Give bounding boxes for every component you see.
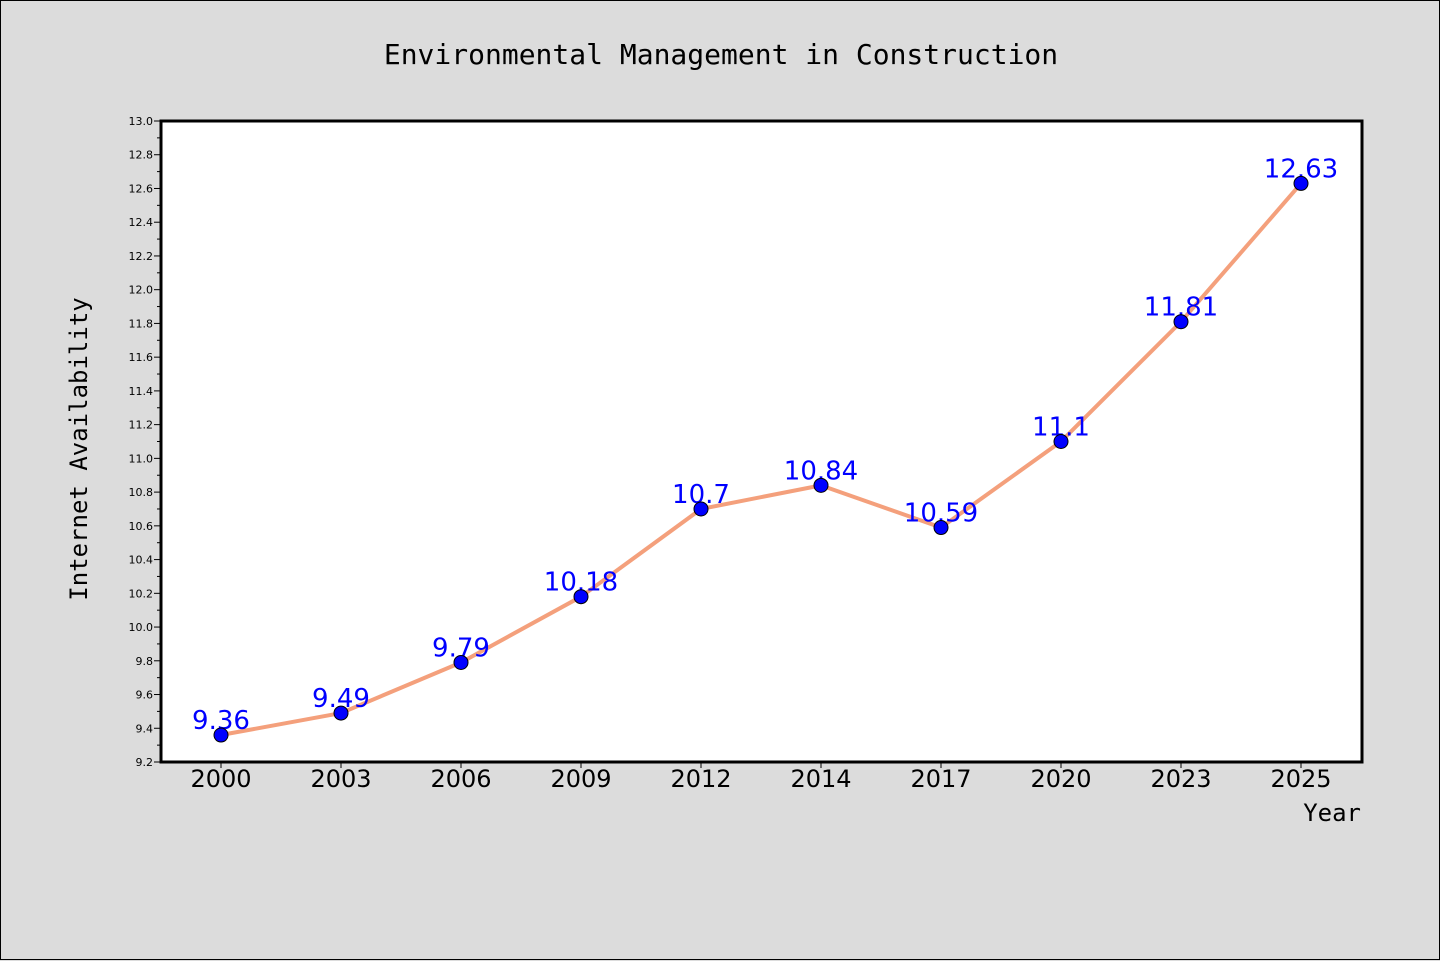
x-tick-label: 2020 <box>1030 765 1091 793</box>
data-point <box>333 705 349 721</box>
y-tick-label: 9.4 <box>136 722 154 735</box>
data-point <box>933 520 949 536</box>
data-point <box>1293 175 1309 191</box>
x-tick-label: 2012 <box>670 765 731 793</box>
x-tick-label: 2003 <box>310 765 371 793</box>
data-point <box>453 654 469 670</box>
y-tick-label: 10.4 <box>129 554 154 567</box>
x-tick-label: 2014 <box>790 765 851 793</box>
y-tick-label: 13.0 <box>129 115 154 128</box>
y-tick-label: 12.8 <box>129 149 154 162</box>
y-axis-label: Internet Availability <box>65 297 93 600</box>
y-tick-label: 12.6 <box>129 182 154 195</box>
data-point <box>1173 314 1189 330</box>
data-point <box>813 477 829 493</box>
y-tick-label: 9.2 <box>136 756 154 769</box>
x-tick-label: 2023 <box>1150 765 1211 793</box>
y-tick-label: 10.8 <box>129 486 154 499</box>
y-tick-label: 11.8 <box>129 317 154 330</box>
y-tick-label: 11.4 <box>129 385 154 398</box>
y-tick-label: 12.2 <box>129 250 154 263</box>
y-tick-label: 9.8 <box>136 655 154 668</box>
x-tick-label: 2000 <box>190 765 251 793</box>
data-point <box>213 727 229 743</box>
y-tick-label: 11.6 <box>129 351 154 364</box>
x-tick-label: 2009 <box>550 765 611 793</box>
y-axis: 9.2 9.4 9.6 9.8 10.0 10.2 10.4 10.6 10.8 11.0 11.2… <box>129 115 161 769</box>
chart-title: Environmental Management in Construction <box>384 38 1058 71</box>
y-tick-label: 10.6 <box>129 520 154 533</box>
y-tick-label: 11.0 <box>129 452 154 465</box>
data-point <box>693 501 709 517</box>
y-tick-label: 11.2 <box>129 419 154 432</box>
x-tick-label: 2017 <box>910 765 971 793</box>
series-layer: 9.369.499.7910.1810.710.8410.5911.111.81… <box>192 154 1338 743</box>
x-axis: 2000 2003 2006 2009 2012 2014 2017 2020 2023 2025 <box>190 762 1332 793</box>
y-tick-label: 12.0 <box>129 284 154 297</box>
x-tick-label: 2025 <box>1270 765 1331 793</box>
series-line <box>219 181 1303 738</box>
data-point <box>573 589 589 605</box>
plot-area <box>159 119 1364 764</box>
y-tick-label: 10.2 <box>129 587 154 600</box>
x-axis-label: Year <box>1303 799 1361 827</box>
x-tick-label: 2006 <box>430 765 491 793</box>
y-tick-label: 10.0 <box>129 621 154 634</box>
y-tick-label: 9.6 <box>136 689 154 702</box>
data-point <box>1053 434 1069 449</box>
y-tick-label: 12.4 <box>129 216 154 229</box>
